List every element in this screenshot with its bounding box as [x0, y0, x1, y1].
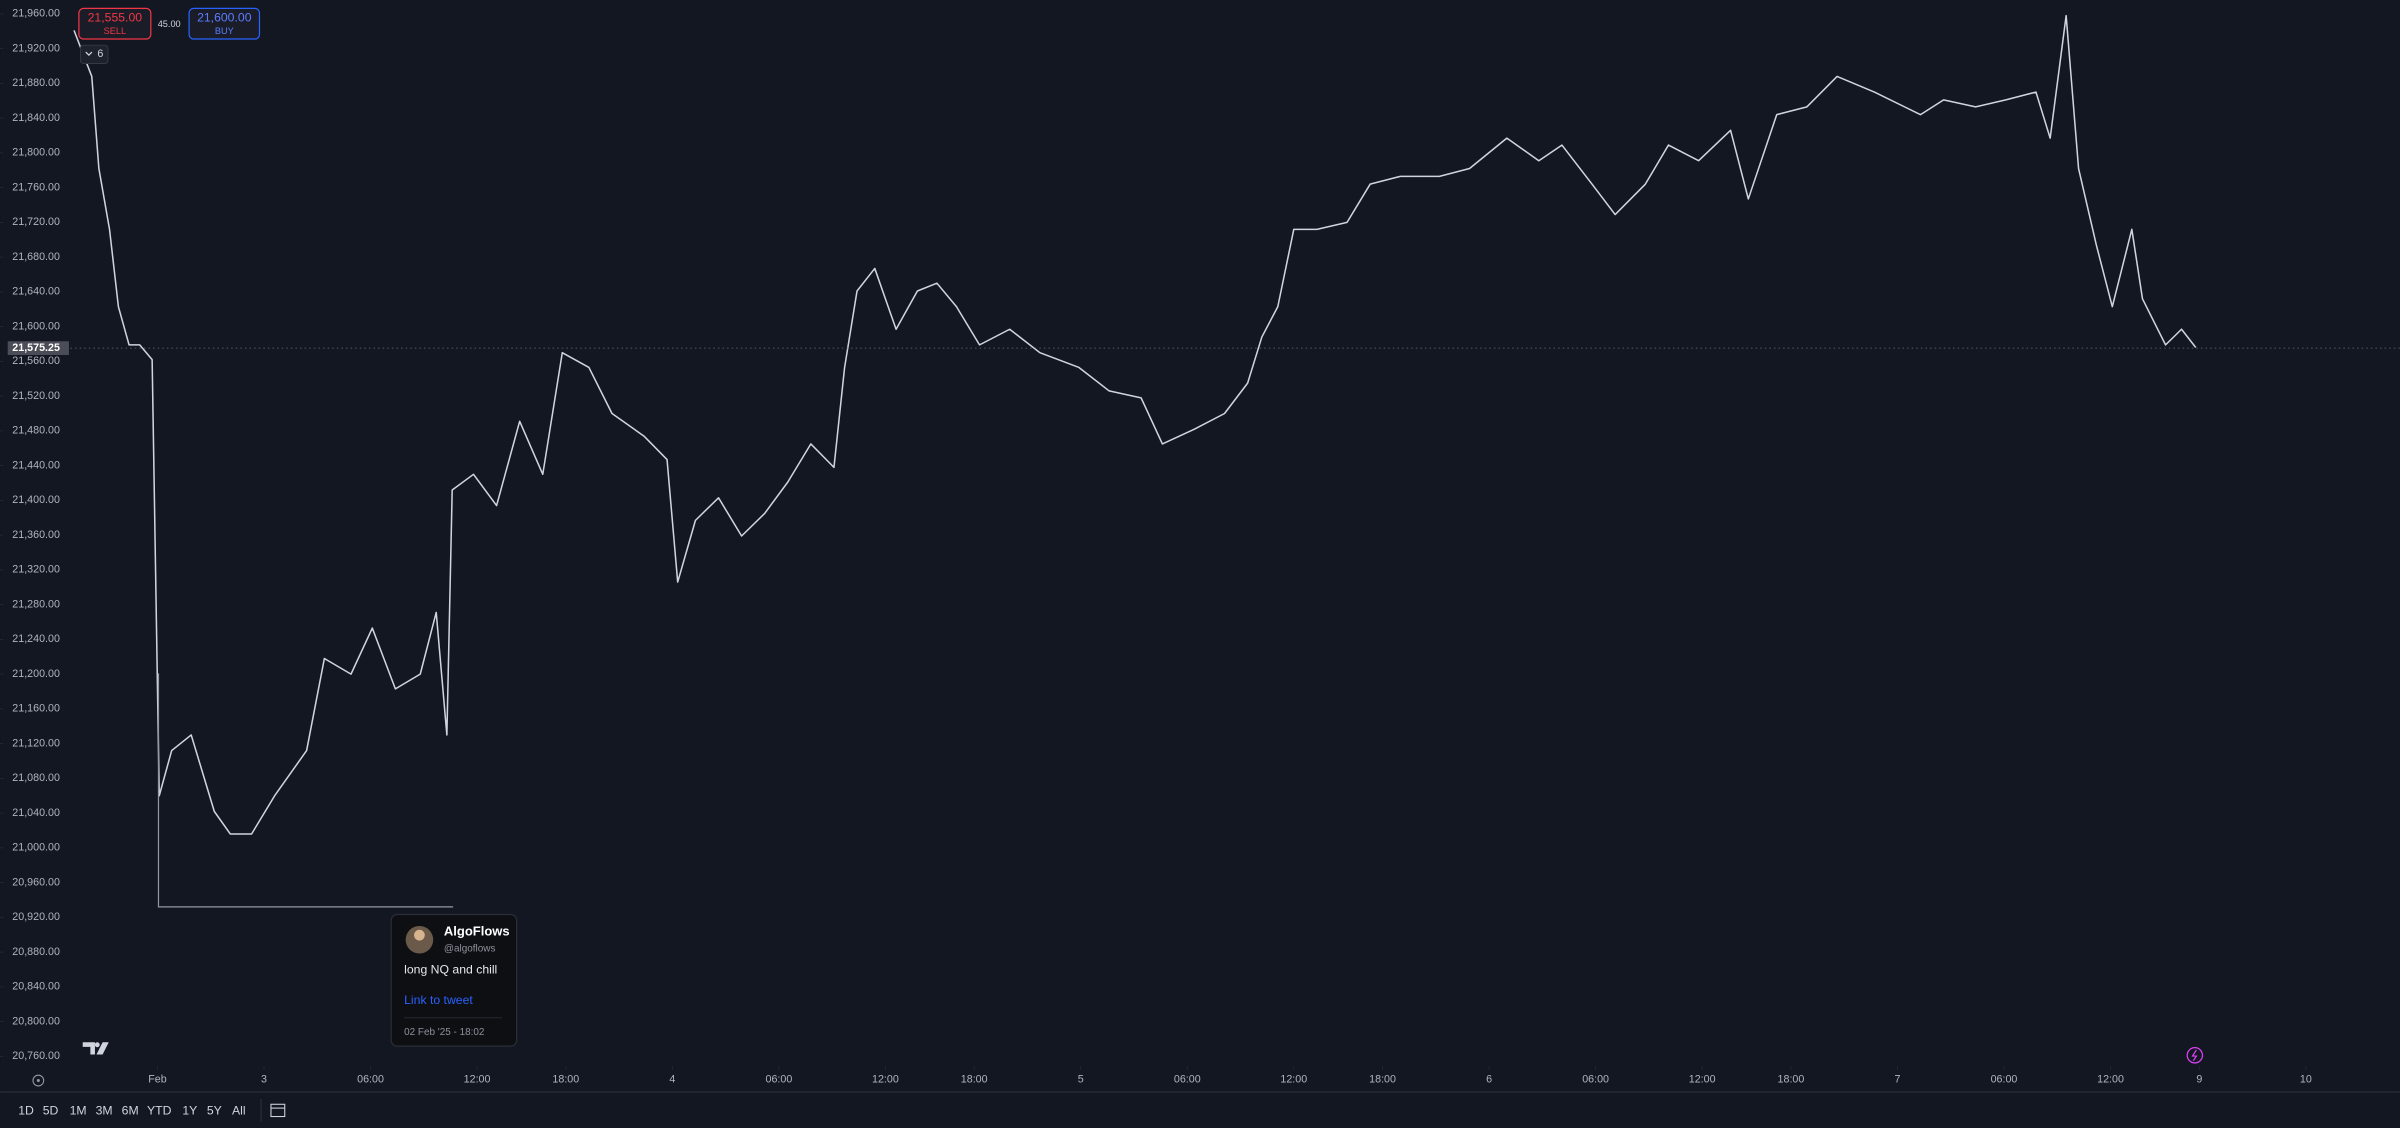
toolbar: 1D 5D 1M 3M 6M YTD 1Y 5Y All — [18, 1103, 245, 1117]
y-tick-label: 21,160.00 — [12, 703, 60, 715]
range-button[interactable]: 1D — [18, 1103, 34, 1117]
y-tick-label: 21,560.00 — [12, 355, 60, 367]
range-button[interactable]: 5Y — [207, 1103, 222, 1117]
y-tick-label: 21,040.00 — [12, 807, 60, 819]
x-tick-label: 06:00 — [1991, 1074, 2018, 1086]
y-tick-label: 20,920.00 — [12, 911, 60, 923]
calendar-icon — [270, 1103, 286, 1118]
x-tick-label: 10 — [2300, 1074, 2312, 1086]
x-tick-label: 06:00 — [765, 1074, 792, 1086]
x-tick-label: 7 — [1894, 1074, 1900, 1086]
x-tick-label: 3 — [261, 1074, 267, 1086]
sell-label: SELL — [104, 26, 126, 36]
plot: 20,760.00 20,800.00 20,840.00 20,880.00 20,9… — [0, 8, 2400, 1086]
date-range-button[interactable] — [270, 1103, 286, 1118]
last-price-box — [7, 341, 69, 356]
last-price-label: 21,575.25 — [12, 342, 60, 354]
sell-box — [78, 7, 152, 40]
tweet-handle: @algoflows — [444, 944, 496, 955]
x-tick-label: 18:00 — [552, 1074, 579, 1086]
y-tick-label: 21,000.00 — [12, 842, 60, 854]
x-tick-label: Feb — [148, 1074, 166, 1086]
y-tick-label: 20,800.00 — [12, 1015, 60, 1027]
y-tick-label: 21,200.00 — [12, 668, 60, 680]
tweet-text: long NQ and chill — [404, 963, 497, 977]
y-tick-label: 21,680.00 — [12, 251, 60, 263]
target-dot — [36, 1079, 40, 1083]
tweet-link[interactable]: Link to tweet — [404, 993, 473, 1007]
range-button[interactable]: All — [232, 1103, 246, 1117]
tweet-name: AlgoFlows — [444, 924, 510, 939]
lightning-icon[interactable] — [2186, 1047, 2204, 1064]
range-button[interactable]: 6M — [122, 1103, 139, 1117]
x-tick-label: 6 — [1486, 1074, 1492, 1086]
lightning-bolt — [2191, 1049, 2198, 1061]
x-tick-label: 06:00 — [1582, 1074, 1609, 1086]
chevron — [85, 51, 93, 56]
y-tick-label: 21,120.00 — [12, 737, 60, 749]
y-tick-label: 21,880.00 — [12, 77, 60, 89]
y-tick-label: 21,480.00 — [12, 425, 60, 437]
sell-button[interactable]: 21,555.00 SELL — [78, 7, 152, 40]
buy-box — [188, 7, 261, 40]
spread: 45.00 — [158, 19, 181, 29]
y-tick-label: 21,440.00 — [12, 459, 60, 471]
x-tick-label: 9 — [2196, 1074, 2202, 1086]
y-tick-label: 21,240.00 — [12, 633, 60, 645]
x-tick-label: 18:00 — [1778, 1074, 1805, 1086]
x-tick-label: 18:00 — [961, 1074, 988, 1086]
y-tick-label: 20,840.00 — [12, 981, 60, 993]
y-tick-label: 21,400.00 — [12, 494, 60, 506]
y-tick-label: 21,360.00 — [12, 529, 60, 541]
y-tick-label: 21,520.00 — [12, 390, 60, 402]
y-tick-label: 20,880.00 — [12, 946, 60, 958]
logo[interactable] — [82, 1042, 109, 1055]
tweet-card: AlgoFlows @algoflows long NQ and chill L… — [390, 913, 518, 1047]
y-tick-label: 20,760.00 — [12, 1050, 60, 1062]
x-tick-label: 06:00 — [357, 1074, 384, 1086]
badge-box — [79, 44, 109, 64]
range-button[interactable]: YTD — [147, 1103, 172, 1117]
y-tick-label: 21,280.00 — [12, 598, 60, 610]
x-tick-label: 4 — [669, 1074, 675, 1086]
y-tick-label: 21,920.00 — [12, 42, 60, 54]
x-tick-label: 12:00 — [1689, 1074, 1716, 1086]
y-tick-label: 21,080.00 — [12, 772, 60, 784]
range-button[interactable]: 3M — [96, 1103, 113, 1117]
y-tick-label: 21,840.00 — [12, 112, 60, 124]
x-tick-label: 12:00 — [872, 1074, 899, 1086]
range-button[interactable]: 1M — [70, 1103, 87, 1117]
badge-value: 6 — [97, 48, 103, 60]
x-tick-label: 18:00 — [1369, 1074, 1396, 1086]
buy-price: 21,600.00 — [197, 11, 252, 25]
x-tick-label: 06:00 — [1174, 1074, 1201, 1086]
buy-label: BUY — [215, 26, 234, 36]
avatar-face — [414, 929, 425, 941]
x-tick-label: 12:00 — [1280, 1074, 1307, 1086]
x-tick-label: 12:00 — [464, 1074, 491, 1086]
y-tick-label: 21,760.00 — [12, 181, 60, 193]
quantity-badge[interactable]: 6 — [79, 44, 109, 64]
buy-button[interactable]: 21,600.00 BUY — [188, 7, 261, 40]
y-tick-label: 21,640.00 — [12, 286, 60, 298]
x-tick-label: 5 — [1078, 1074, 1084, 1086]
y-tick-label: 21,800.00 — [12, 147, 60, 159]
tweet-marker — [157, 673, 454, 908]
y-tick-label: 21,720.00 — [12, 216, 60, 228]
range-button[interactable]: 1Y — [182, 1103, 197, 1117]
sell-price: 21,555.00 — [88, 11, 143, 25]
price-line — [73, 14, 2197, 835]
target-icon[interactable] — [32, 1074, 45, 1087]
y-tick-label: 20,960.00 — [12, 876, 60, 888]
range-button[interactable]: 5D — [43, 1103, 59, 1117]
y-tick-label: 21,600.00 — [12, 320, 60, 332]
tweet-date: 02 Feb '25 - 18:02 — [404, 1027, 485, 1038]
y-tick-label: 21,320.00 — [12, 564, 60, 576]
x-tick-label: 12:00 — [2097, 1074, 2124, 1086]
y-tick-label: 21,960.00 — [12, 8, 60, 20]
